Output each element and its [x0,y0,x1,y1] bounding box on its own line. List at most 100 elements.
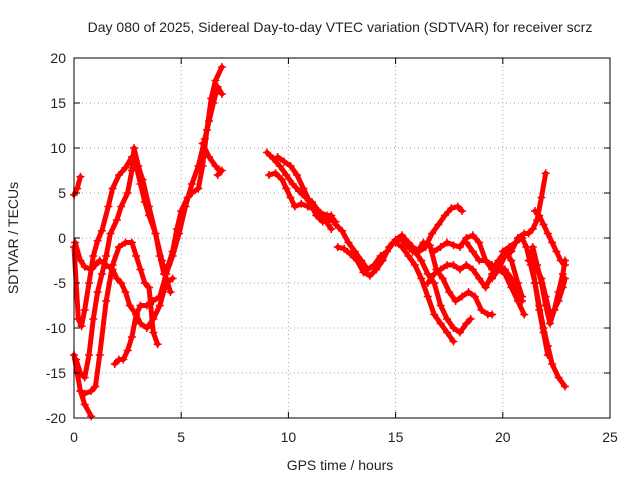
grid-lines [74,58,610,418]
data-point [423,279,432,287]
data-point [451,297,460,305]
data-point [181,202,190,211]
data-point [91,382,100,391]
data-point [462,238,471,247]
x-tick-label: 15 [388,429,404,445]
data-point [507,256,516,265]
data-point [162,270,171,278]
data-point [93,236,102,245]
data-point [513,297,522,305]
data-point [511,238,520,247]
data-point [449,337,458,346]
data-point [436,265,445,274]
data-point [117,202,126,211]
data-point [217,63,226,71]
data-point [166,288,175,296]
data-point [106,229,115,238]
data-point [217,166,226,175]
data-point [80,400,89,409]
data-point [535,306,544,314]
data-point [140,279,149,287]
data-point [391,238,400,247]
data-point [102,252,111,260]
series-s14 [393,240,456,344]
data-point [455,243,464,251]
data-point [136,319,145,328]
data-point [436,243,445,251]
data-point [539,220,548,229]
data-point [453,202,462,211]
data-point [455,265,464,274]
data-point [102,297,111,305]
data-point [500,270,509,278]
data-point [458,292,467,301]
data-point [76,387,85,395]
data-point [468,247,477,256]
data-point [415,247,424,256]
data-point [417,274,426,283]
data-point [115,171,124,179]
data-point [462,261,471,269]
data-point [449,324,458,332]
data-point [134,162,143,170]
data-point [494,265,503,274]
data-point [423,292,432,301]
data-point [87,387,96,395]
data-point [481,256,490,265]
data-point [340,244,349,253]
data-point [127,238,136,247]
data-point [282,171,291,179]
data-point [138,175,147,184]
data-point [408,243,417,251]
data-point [530,279,539,287]
data-point [526,247,535,256]
data-point [115,243,124,251]
y-tick-label: 5 [58,185,66,201]
data-point [97,226,106,235]
data-point [145,283,154,292]
data-point [378,256,387,265]
data-point [168,252,177,260]
y-tick-label: -20 [46,410,66,426]
data-point [359,268,368,277]
data-point [316,208,325,217]
data-point [327,225,336,233]
data-point [117,279,126,287]
data-point [292,171,301,179]
data-point [548,360,557,368]
data-point [372,265,381,274]
data-point [187,180,196,188]
data-point [421,243,430,251]
data-point [443,328,452,337]
series-s18 [463,240,527,317]
data-point [286,193,295,202]
data-point [151,229,160,238]
data-point [524,229,533,238]
data-point [142,324,151,332]
x-tick-label: 10 [281,429,297,445]
data-point [71,238,80,247]
data-point [155,301,164,310]
data-point [488,261,497,269]
data-point [518,234,527,242]
data-point [500,252,509,260]
data-point [87,265,96,274]
axis-ticks: 0 5 10 15 20 25 -20 -15 -10 -5 0 5 10 15 20 [46,50,618,445]
data-point [104,202,113,211]
data-point [430,270,439,278]
x-tick-label: 25 [602,429,618,445]
data-point [402,238,411,247]
data-point [560,256,569,265]
data-point [498,247,507,256]
series-s13 [335,232,474,335]
data-point [458,207,467,215]
data-point [290,202,299,211]
data-point [385,243,394,251]
data-point [430,247,439,256]
data-point [132,310,141,319]
x-axis-label: GPS time / hours [287,457,394,473]
series-s7 [112,84,225,367]
data-point [404,252,413,260]
data-point [194,162,203,170]
data-point [149,315,158,323]
